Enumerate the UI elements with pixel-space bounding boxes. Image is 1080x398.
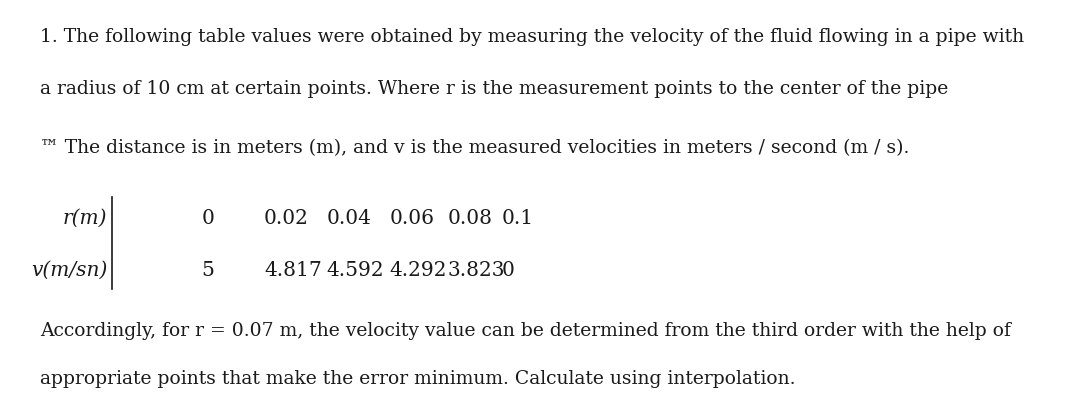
Text: 5: 5	[202, 261, 214, 280]
Text: 1. The following table values were obtained by measuring the velocity of the flu: 1. The following table values were obtai…	[40, 28, 1025, 46]
Text: Accordingly, for r = 0.07 m, the velocity value can be determined from the third: Accordingly, for r = 0.07 m, the velocit…	[40, 322, 1011, 340]
Text: 0.08: 0.08	[447, 209, 492, 228]
Text: ™ The distance is in meters (m), and v is the measured velocities in meters / se: ™ The distance is in meters (m), and v i…	[40, 139, 909, 157]
Text: 4.592: 4.592	[327, 261, 384, 280]
Text: 0.02: 0.02	[265, 209, 309, 228]
Text: appropriate points that make the error minimum. Calculate using interpolation.: appropriate points that make the error m…	[40, 370, 796, 388]
Text: 4.292: 4.292	[390, 261, 447, 280]
Text: v(m/sn): v(m/sn)	[31, 261, 107, 280]
Text: 0.1: 0.1	[501, 209, 534, 228]
Text: r(m): r(m)	[63, 209, 107, 228]
Text: 0: 0	[202, 209, 214, 228]
Text: 3.823: 3.823	[447, 261, 505, 280]
Text: 0.04: 0.04	[327, 209, 372, 228]
Text: 0.06: 0.06	[390, 209, 434, 228]
Text: 0: 0	[501, 261, 514, 280]
Text: a radius of 10 cm at certain points. Where r is the measurement points to the ce: a radius of 10 cm at certain points. Whe…	[40, 80, 948, 98]
Text: 4.817: 4.817	[265, 261, 322, 280]
